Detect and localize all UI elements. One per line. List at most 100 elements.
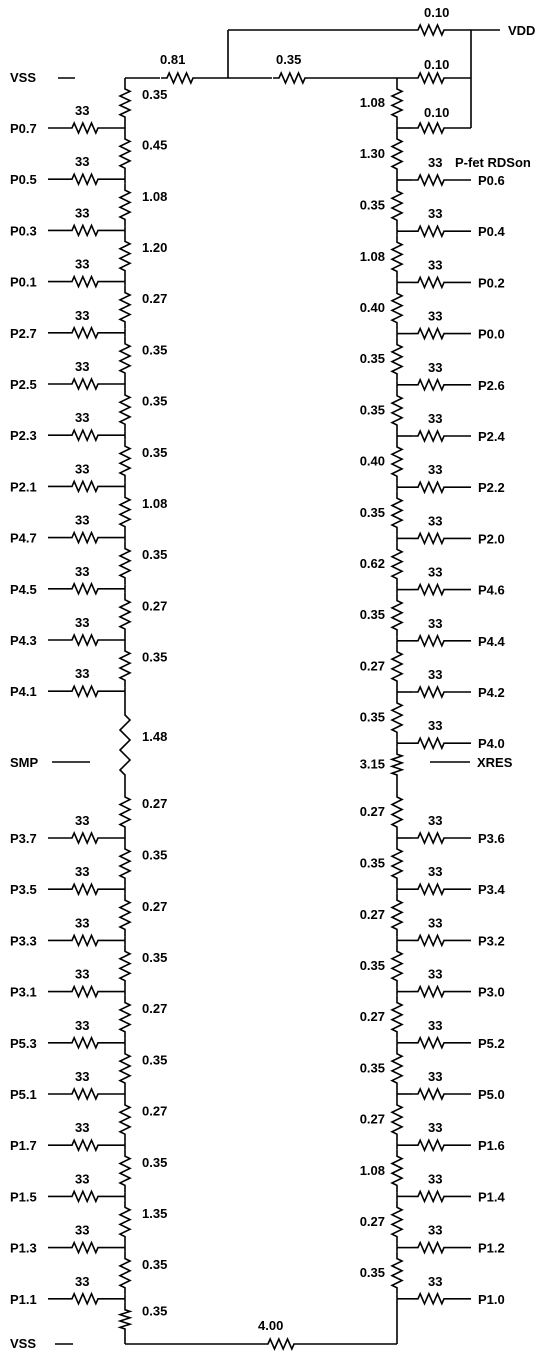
right-pin-resistor	[412, 1189, 450, 1204]
right-column-resistor-value: 0.27	[360, 658, 385, 673]
right-column-resistor-value: 1.30	[360, 146, 385, 161]
right-pin-label: P3.0	[478, 985, 505, 1000]
right-pin-resistor	[412, 882, 450, 897]
left-column-resistor	[118, 944, 132, 988]
left-column-resistor-value: 1.20	[142, 240, 167, 255]
right-pin-resistor	[412, 830, 450, 846]
left-pin-resistor-value: 33	[75, 1274, 89, 1289]
top-resistor	[273, 70, 311, 86]
right-pin-resistor	[412, 1086, 450, 1102]
left-pin-label: P0.1	[10, 275, 37, 290]
right-column-resistor	[390, 235, 404, 279]
left-column-resistor-value: 0.35	[142, 950, 167, 965]
left-pin-label: P1.3	[10, 1241, 37, 1256]
right-pin-resistor-value: 33	[428, 667, 442, 682]
right-pin-label: P2.0	[478, 531, 505, 546]
right-column-resistor	[390, 440, 404, 484]
right-column-resistor	[390, 1149, 404, 1193]
right-column-resistor-value: 1.08	[360, 1163, 385, 1178]
vdd-bypass-resistor	[412, 22, 450, 38]
left-pin-label: P1.1	[10, 1292, 37, 1307]
right-column-resistor-value: 0.27	[360, 1214, 385, 1229]
right-pin-resistor	[412, 1240, 450, 1255]
left-pin-resistor	[66, 172, 104, 187]
right-column-resistor-value: 0.35	[360, 958, 385, 973]
right-pin-resistor	[412, 377, 450, 392]
right-pin-label: P0.6	[478, 173, 505, 188]
right-pin-label: P2.2	[478, 480, 505, 495]
right-column-resistor	[390, 132, 404, 176]
right-column-resistor-value: 3.15	[360, 757, 385, 772]
left-pin-label: P2.3	[10, 428, 37, 443]
left-pin-label: P0.5	[10, 172, 37, 187]
right-column-resistor	[390, 388, 404, 432]
left-pin-resistor-value: 33	[75, 615, 89, 630]
labels: VDD VSS VSS SMP XRES 0.81 0.35 0.10 0.10…	[10, 5, 535, 1351]
left-pin-resistor-value: 33	[75, 1223, 89, 1238]
right-column-resistor-value: 0.35	[360, 402, 385, 417]
left-pin-resistor-value: 33	[75, 1069, 89, 1084]
top-res-vss-junction-value: 0.81	[160, 52, 185, 67]
right-column-resistor-value: 0.27	[360, 804, 385, 819]
left-column-resistor	[117, 1302, 133, 1336]
left-pin-resistor-value: 33	[75, 308, 89, 323]
right-pin-resistor-value: 33	[428, 411, 442, 426]
right-pin-resistor	[412, 633, 450, 648]
left-column-resistor	[118, 592, 132, 636]
right-pin-label: P0.0	[478, 327, 505, 342]
left-column-resistor	[118, 439, 132, 483]
right-pin-resistor-value: 33	[428, 360, 442, 375]
left-pin-resistor	[66, 830, 104, 846]
right-column-resistor-value: 0.35	[360, 856, 385, 871]
left-column-resistor	[118, 82, 132, 124]
left-pin-resistor-value: 33	[75, 967, 89, 982]
left-pin-label: P1.7	[10, 1138, 37, 1153]
right-pin-resistor	[412, 933, 450, 948]
left-pin-resistor	[66, 632, 104, 648]
vdd-bypass-value: 0.10	[424, 5, 449, 20]
right-column-resistor	[390, 1046, 404, 1090]
right-pin-label: P1.0	[478, 1292, 505, 1307]
left-column-resistor	[118, 388, 132, 432]
right-pin-resistor	[412, 1035, 450, 1050]
right-pin-resistor-value: 33	[428, 513, 442, 528]
right-column-resistor	[390, 82, 404, 124]
left-column-resistor-value: 0.35	[142, 87, 167, 102]
left-pin-resistor	[66, 223, 104, 238]
left-column-resistor	[118, 708, 132, 782]
left-pin-resistor-value: 33	[75, 410, 89, 425]
right-pin-resistor-value: 33	[428, 1171, 442, 1186]
left-column-resistor	[118, 336, 132, 380]
left-column-resistor-value: 0.35	[142, 1257, 167, 1272]
right-pin-resistor-value: 33	[428, 1223, 442, 1238]
right-pin-resistor	[412, 984, 450, 999]
right-pin-resistor	[412, 582, 450, 597]
left-pin-resistor-value: 33	[75, 154, 89, 169]
left-pin-label: P2.1	[10, 479, 37, 494]
right-column-resistor-value: 0.35	[360, 351, 385, 366]
right-pin-label: P4.2	[478, 685, 505, 700]
right-column-resistor	[390, 184, 404, 228]
right-top-resistor	[412, 120, 450, 136]
right-pin-label: P2.6	[478, 378, 505, 393]
right-pin-resistor-value: 33	[428, 1069, 442, 1084]
right-pin-resistor-value: 33	[428, 1018, 442, 1033]
right-pin-resistor	[412, 531, 450, 546]
left-column-resistor	[118, 842, 132, 886]
left-pin-resistor-value: 33	[75, 257, 89, 272]
left-column-resistor	[118, 132, 132, 176]
right-column-resistor-value: 1.08	[360, 249, 385, 264]
right-column-resistor-value: 0.27	[360, 907, 385, 922]
left-pin-resistor	[66, 376, 104, 392]
left-column-resistor	[118, 490, 132, 534]
left-column-resistor-value: 1.08	[142, 496, 167, 511]
right-top-res-2-value: 0.10	[424, 105, 449, 120]
left-column-resistor-value: 0.35	[142, 1303, 167, 1318]
left-pin-resistor-value: 33	[75, 103, 89, 118]
right-pin-resistor	[412, 1291, 450, 1306]
left-pin-resistor	[66, 882, 104, 897]
left-column-resistor-value: 1.48	[142, 729, 167, 744]
right-pin-label: P0.4	[478, 224, 506, 239]
right-pin-label: P4.0	[478, 736, 505, 751]
